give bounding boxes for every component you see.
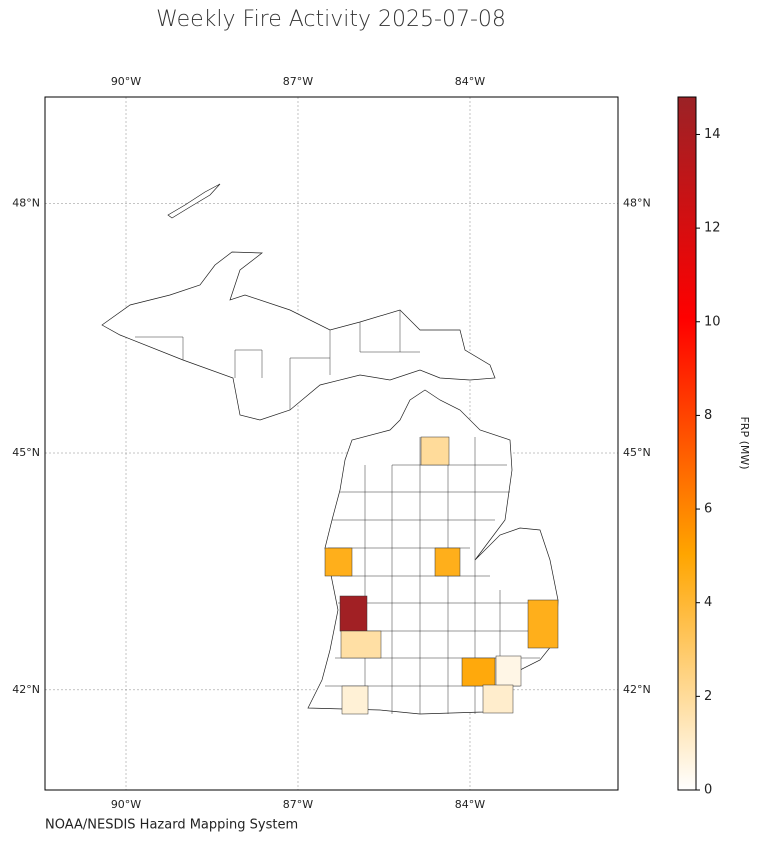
fire-county (461, 657, 496, 687)
colorbar-tick-label: 14 (704, 127, 721, 142)
fire-county (434, 547, 461, 577)
source: NOAA/NESDIS Hazard Mapping System (45, 818, 298, 833)
isle-royale (167, 183, 221, 219)
colorbar-label: FRP (MW) (738, 416, 751, 469)
fire-county (495, 655, 522, 687)
lat-label-left: 45°N (12, 446, 40, 459)
colorbar-tick-label: 10 (704, 314, 721, 329)
map-frame (44, 96, 619, 791)
lon-label-top: 87°W (283, 75, 313, 88)
lat-label-right: 48°N (623, 196, 651, 209)
colorbar-tick-label: 8 (704, 408, 712, 423)
lat-label-right: 42°N (623, 683, 651, 696)
upper-peninsula (101, 251, 496, 421)
fire-county (527, 599, 559, 649)
fire-county (341, 685, 369, 715)
colorbar-tick-label: 2 (704, 689, 712, 704)
lat-label-left: 42°N (12, 683, 40, 696)
fire-county (420, 436, 450, 466)
michigan (101, 183, 559, 715)
colorbar-tick-label: 12 (704, 221, 721, 236)
lat-label-left: 48°N (12, 196, 40, 209)
colorbar (677, 96, 697, 791)
lon-label-top: 90°W (111, 75, 141, 88)
lat-label-right: 45°N (623, 446, 651, 459)
lon-label-top: 84°W (455, 75, 485, 88)
lon-label-bottom: 84°W (455, 798, 485, 811)
fire-county (339, 595, 368, 632)
fire-county (482, 684, 514, 714)
title: Weekly Fire Activity 2025-07-08 (156, 7, 506, 32)
colorbar-tick-label: 0 (704, 783, 712, 798)
lon-label-bottom: 87°W (283, 798, 313, 811)
colorbar-tick-label: 4 (704, 595, 712, 610)
fire-counties (324, 436, 559, 715)
colorbar-tick-label: 6 (704, 502, 712, 517)
lon-label-bottom: 90°W (111, 798, 141, 811)
fire-county (340, 630, 382, 659)
fire-county (324, 547, 353, 577)
